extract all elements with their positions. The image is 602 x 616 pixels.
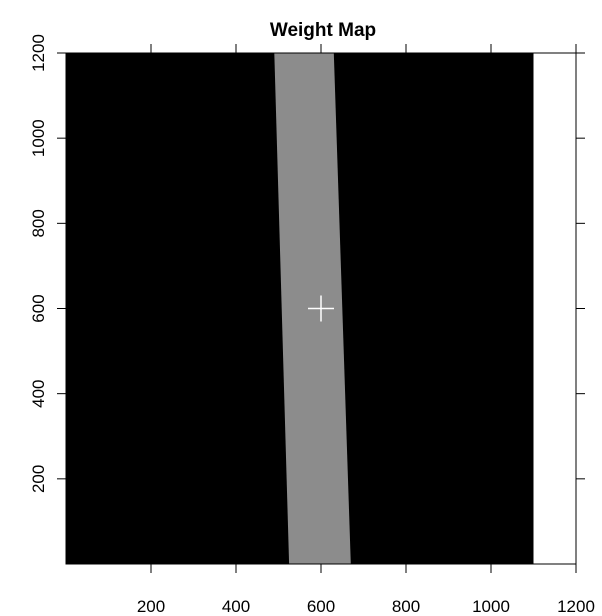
empty-region — [533, 53, 576, 564]
x-tick-label: 1000 — [472, 597, 510, 616]
x-tick-label: 1200 — [557, 597, 595, 616]
y-tick-label: 1200 — [29, 34, 48, 72]
y-tick-label: 1000 — [29, 119, 48, 157]
chart-title: Weight Map — [270, 20, 376, 41]
y-tick-label: 400 — [29, 379, 48, 407]
y-tick-label: 200 — [29, 465, 48, 493]
y-tick-label: 800 — [29, 209, 48, 237]
x-tick-label: 400 — [222, 597, 250, 616]
y-tick-label: 600 — [29, 294, 48, 322]
x-tick-label: 200 — [137, 597, 165, 616]
center-marker — [308, 295, 334, 322]
x-tick-label: 800 — [392, 597, 420, 616]
x-tick-label: 600 — [307, 597, 335, 616]
